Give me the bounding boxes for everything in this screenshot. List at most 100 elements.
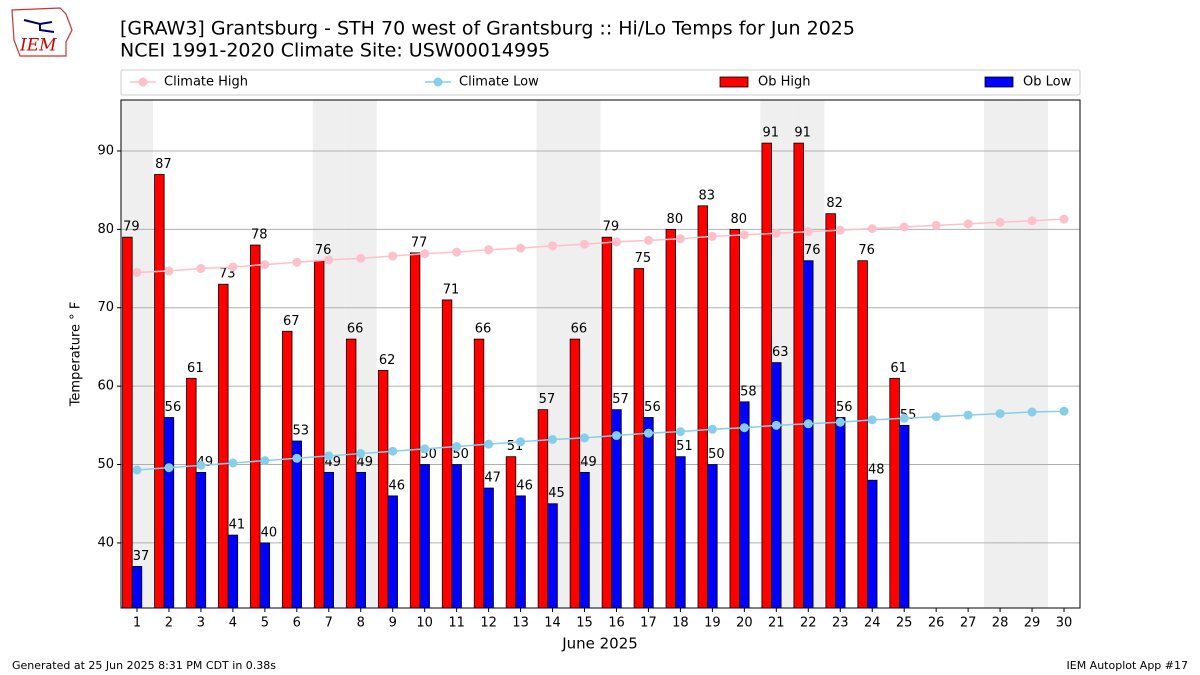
- climate-marker: [324, 255, 334, 265]
- data-label: 46: [388, 478, 405, 493]
- chart-title: [GRAW3] Grantsburg - STH 70 west of Gran…: [120, 18, 855, 40]
- data-label: 57: [539, 392, 556, 407]
- data-label: 79: [603, 220, 620, 235]
- bar: [793, 142, 804, 609]
- climate-marker: [931, 220, 941, 230]
- bar: [345, 338, 357, 609]
- climate-marker: [516, 243, 526, 253]
- bar: [547, 503, 558, 609]
- data-label: 57: [612, 392, 629, 407]
- climate-marker: [388, 446, 398, 456]
- bar: [441, 299, 453, 609]
- bar: [451, 464, 462, 609]
- bar: [154, 174, 165, 609]
- climate-marker: [771, 228, 781, 238]
- y-axis-label: Temperature ° F: [69, 302, 84, 408]
- data-label: 80: [730, 212, 747, 227]
- footer-right: IEM Autoplot App #17: [1067, 659, 1189, 672]
- y-tick-label: 90: [97, 143, 114, 158]
- x-tick-label: 30: [1056, 616, 1073, 631]
- bar: [259, 542, 271, 609]
- climate-line: [136, 218, 1065, 274]
- data-label: 91: [794, 126, 811, 141]
- x-tick-label: 5: [261, 616, 269, 631]
- data-label: 75: [635, 251, 652, 266]
- data-label: 78: [251, 228, 268, 243]
- data-label: 37: [133, 549, 150, 564]
- bar: [601, 236, 613, 609]
- climate-marker: [643, 428, 653, 438]
- data-label: 61: [187, 361, 204, 376]
- bar: [387, 495, 398, 609]
- climate-marker: [835, 417, 845, 427]
- chart-subtitle: NCEI 1991-2020 Climate Site: USW00014995: [120, 40, 550, 62]
- data-label: 82: [826, 196, 843, 211]
- x-tick-label: 17: [640, 616, 657, 631]
- x-tick-label: 29: [1024, 616, 1041, 631]
- climate-marker: [707, 424, 717, 434]
- data-label: 66: [347, 322, 364, 337]
- climate-marker: [292, 453, 302, 463]
- climate-marker: [739, 423, 749, 433]
- data-label: 45: [548, 486, 565, 501]
- data-label: 76: [804, 243, 821, 258]
- logo-text: IEM: [19, 36, 57, 56]
- x-tick-label: 20: [736, 616, 753, 631]
- x-tick-label: 18: [672, 616, 689, 631]
- bar: [729, 228, 740, 609]
- x-tick-label: 15: [576, 616, 593, 631]
- y-tick-label: 50: [97, 457, 114, 472]
- bar: [122, 236, 133, 609]
- data-label: 80: [667, 212, 684, 227]
- bar: [355, 471, 366, 609]
- bar: [282, 330, 293, 609]
- bar: [803, 260, 814, 609]
- data-label: 76: [315, 243, 332, 258]
- climate-marker: [196, 264, 206, 274]
- climate-marker: [675, 234, 685, 244]
- x-tick-label: 26: [928, 616, 945, 631]
- climate-marker: [931, 412, 941, 422]
- climate-marker: [260, 456, 270, 466]
- data-label: 49: [356, 455, 373, 470]
- data-label: 40: [261, 525, 278, 540]
- climate-marker: [899, 413, 909, 423]
- bar: [483, 487, 494, 609]
- climate-marker: [356, 253, 366, 263]
- climate-marker: [196, 460, 206, 470]
- x-tick-label: 16: [608, 616, 625, 631]
- x-tick-label: 21: [768, 616, 785, 631]
- bar: [227, 534, 239, 609]
- footer-left: Generated at 25 Jun 2025 8:31 PM CDT in …: [12, 659, 276, 672]
- climate-marker: [580, 239, 590, 249]
- data-label: 58: [740, 384, 757, 399]
- logo: IEM: [11, 7, 73, 57]
- logo-icon: [23, 19, 55, 33]
- climate-marker: [803, 227, 813, 237]
- climate-marker: [452, 442, 462, 452]
- climate-marker: [771, 420, 781, 430]
- climate-marker: [164, 463, 174, 473]
- climate-marker: [835, 225, 845, 235]
- x-tick-label: 22: [800, 616, 817, 631]
- climate-marker: [292, 257, 302, 267]
- data-label: 76: [858, 243, 875, 258]
- data-label: 51: [676, 439, 693, 454]
- bar: [665, 228, 677, 609]
- bar: [505, 456, 517, 609]
- climate-marker: [356, 449, 366, 459]
- climate-marker: [1027, 407, 1037, 417]
- legend-marker: [138, 77, 148, 87]
- bar: [419, 464, 430, 609]
- x-tick-label: 14: [544, 616, 561, 631]
- climate-marker: [963, 219, 973, 229]
- x-tick-label: 12: [480, 616, 497, 631]
- climate-marker: [324, 451, 334, 461]
- x-tick-label: 8: [357, 616, 365, 631]
- legend-label: Climate Low: [459, 75, 539, 90]
- climate-marker: [1059, 406, 1069, 416]
- x-tick-label: 9: [389, 616, 397, 631]
- x-tick-label: 11: [448, 616, 465, 631]
- x-tick-label: 27: [960, 616, 977, 631]
- bar: [377, 370, 389, 609]
